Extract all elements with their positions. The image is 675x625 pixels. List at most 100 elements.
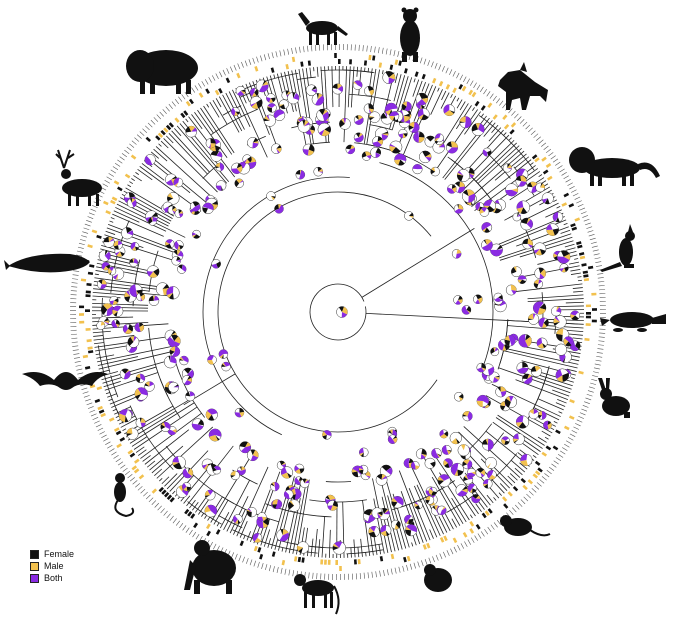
trait-bar <box>129 452 136 458</box>
tip-label <box>577 203 584 207</box>
node-pie <box>327 500 338 511</box>
node-pie <box>555 343 568 356</box>
branch-spoke <box>108 398 113 402</box>
node-pie <box>332 83 344 95</box>
node-pie <box>271 143 282 154</box>
branch-spoke <box>421 81 427 92</box>
tip-label <box>574 196 581 200</box>
branch-spoke <box>186 445 234 507</box>
node-pie <box>242 154 252 164</box>
branch-spoke <box>572 337 583 340</box>
tip-label <box>469 80 474 86</box>
node-pie <box>449 431 462 445</box>
branch-spoke <box>393 74 402 102</box>
node-pie <box>322 430 332 440</box>
tip-label <box>159 111 164 117</box>
branch-spoke <box>573 290 584 293</box>
node-pie <box>135 373 146 384</box>
trait-bar <box>438 80 444 87</box>
branch-spoke <box>97 356 138 366</box>
node-pie <box>431 447 442 459</box>
tip-label <box>284 568 287 575</box>
tip-label <box>295 47 297 54</box>
tip-label <box>76 254 83 257</box>
trait-bar <box>119 436 126 442</box>
branch-spoke <box>458 431 513 486</box>
trait-bar <box>214 89 220 96</box>
node-pie <box>445 141 459 154</box>
trait-bar <box>307 60 311 66</box>
trait-bar <box>577 244 583 249</box>
node-pie <box>405 524 418 537</box>
node-pie <box>453 181 466 193</box>
tip-label <box>398 566 401 573</box>
tip-label <box>132 480 138 485</box>
tip-label <box>83 227 90 231</box>
tip-label <box>406 564 409 571</box>
tip-label <box>492 95 497 102</box>
trait-bar <box>84 365 91 370</box>
tip-label <box>145 494 151 500</box>
trait-bar <box>568 203 575 208</box>
tip-label <box>267 53 270 60</box>
branch-spoke <box>503 350 578 369</box>
node-pie <box>279 99 289 110</box>
trait-bar <box>187 511 193 517</box>
tip-label <box>511 110 516 116</box>
branch-spoke <box>104 372 159 391</box>
trait-bar <box>534 157 540 163</box>
tip-label <box>394 567 397 574</box>
tip-label <box>137 486 143 491</box>
branch-spoke <box>168 133 208 175</box>
branch-spoke <box>378 544 382 555</box>
trait-bar <box>545 445 552 451</box>
tip-label <box>598 340 605 342</box>
branch-spoke <box>514 467 523 476</box>
branch-spoke <box>451 518 458 528</box>
tip-label <box>363 572 365 579</box>
node-pie <box>247 136 259 149</box>
trait-bar <box>583 278 590 282</box>
rat-icon <box>500 515 551 537</box>
branch-spoke <box>430 89 443 115</box>
branch-spoke <box>552 424 556 427</box>
horse-icon <box>298 12 348 45</box>
branch-spoke <box>103 380 121 388</box>
tip-label <box>423 58 427 65</box>
branch-spoke <box>219 512 230 529</box>
branch-spoke <box>491 124 499 134</box>
trait-bar <box>161 489 167 495</box>
trait-bar <box>574 217 581 222</box>
tip-label <box>165 106 170 112</box>
node-pie <box>363 103 374 114</box>
branch-spoke <box>343 66 348 143</box>
trait-bar <box>91 229 98 234</box>
tip-label <box>244 60 248 67</box>
tip-label <box>508 108 513 114</box>
branch-spoke <box>429 529 434 539</box>
tip-label <box>557 165 563 170</box>
branch-spoke <box>200 107 233 155</box>
trait-bar <box>155 135 161 141</box>
trait-bar <box>552 445 559 451</box>
tip-label <box>538 139 544 144</box>
node-pie <box>358 464 369 475</box>
tip-label <box>580 211 587 215</box>
branch-spoke <box>569 261 579 265</box>
branch-arc <box>478 115 535 171</box>
node-pie <box>481 438 494 451</box>
branch-spoke <box>93 335 104 337</box>
tip-label <box>253 560 257 567</box>
trait-bar <box>225 77 231 84</box>
branch-spoke <box>156 426 214 479</box>
branch-spoke <box>524 265 580 277</box>
tip-label <box>241 61 244 68</box>
tip-label <box>151 500 157 505</box>
node-pie <box>100 303 114 317</box>
branch-spoke <box>317 539 321 558</box>
node-pie <box>283 489 294 500</box>
trait-bar <box>584 337 590 342</box>
tip-label <box>587 390 594 393</box>
tip-label <box>219 71 223 78</box>
node-pie <box>299 478 310 489</box>
